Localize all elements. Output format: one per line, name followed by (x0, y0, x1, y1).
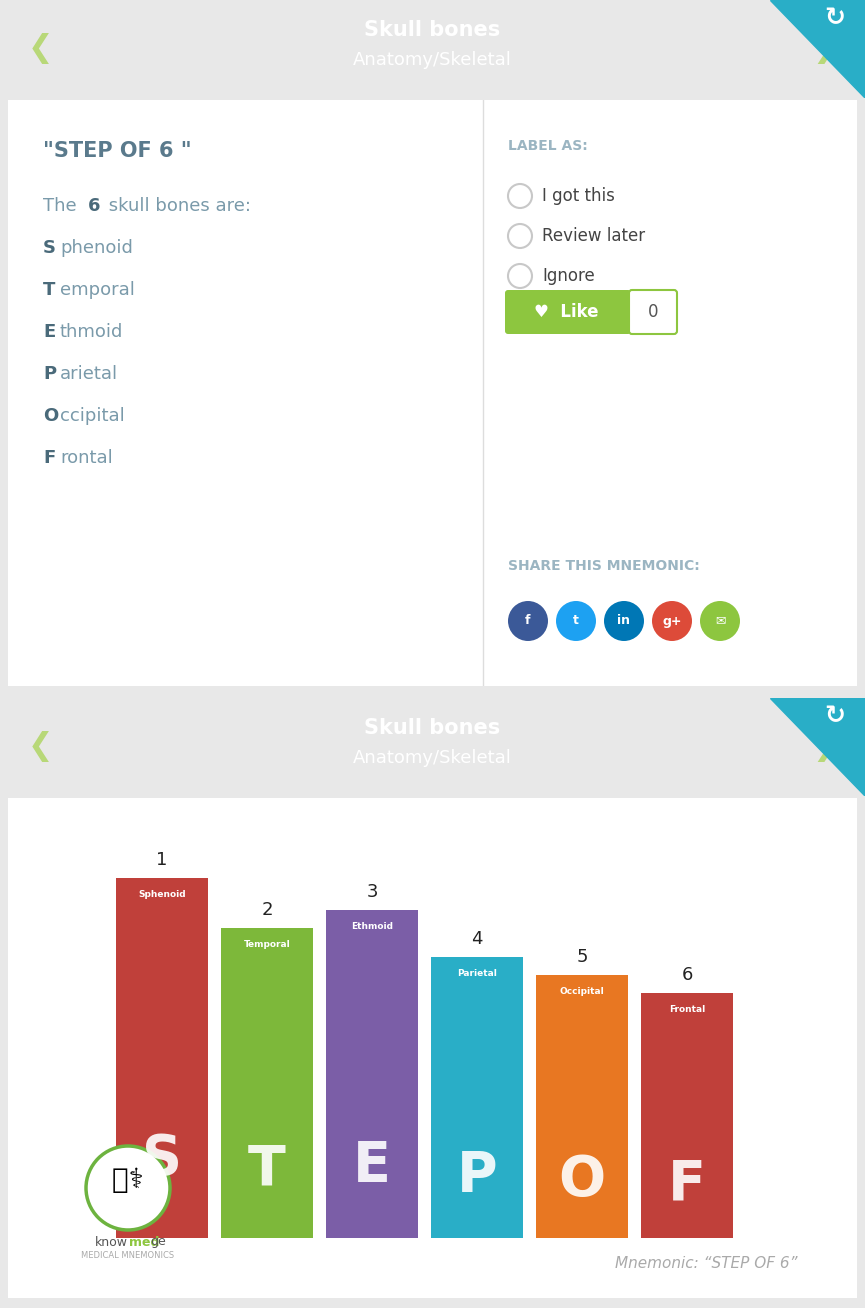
Text: thmoid: thmoid (60, 323, 124, 341)
Text: 5: 5 (576, 948, 587, 967)
Text: f: f (525, 615, 531, 628)
Text: Skull bones: Skull bones (364, 20, 500, 41)
Text: ❮: ❮ (28, 34, 53, 64)
Text: S: S (43, 239, 56, 256)
Circle shape (508, 600, 548, 641)
Text: ❯: ❯ (812, 731, 837, 763)
Text: Parietal: Parietal (457, 969, 497, 978)
Text: P: P (43, 365, 56, 383)
Text: MEDICAL MNEMONICS: MEDICAL MNEMONICS (81, 1252, 175, 1261)
Text: ge: ge (150, 1236, 166, 1249)
Text: t: t (573, 615, 579, 628)
Text: O: O (559, 1154, 605, 1207)
Circle shape (86, 1146, 170, 1230)
Text: med: med (129, 1236, 159, 1249)
Text: P: P (457, 1150, 497, 1203)
Polygon shape (770, 698, 865, 797)
Text: Anatomy/Skeletal: Anatomy/Skeletal (353, 51, 511, 69)
Text: Ethmoid: Ethmoid (351, 922, 393, 931)
Text: Skull bones: Skull bones (364, 718, 500, 738)
Text: in: in (618, 615, 631, 628)
Text: T: T (43, 281, 55, 300)
Text: ❯: ❯ (812, 34, 837, 64)
Text: S: S (142, 1131, 182, 1186)
Text: emporal: emporal (60, 281, 135, 300)
Text: ccipital: ccipital (60, 407, 125, 425)
Text: Frontal: Frontal (669, 1006, 705, 1014)
Bar (221, 929, 313, 1237)
Text: 4: 4 (471, 930, 483, 948)
Text: F: F (668, 1158, 706, 1211)
Text: ❮: ❮ (28, 731, 53, 763)
FancyBboxPatch shape (629, 290, 677, 334)
FancyBboxPatch shape (4, 95, 861, 691)
Text: Occipital: Occipital (560, 988, 605, 997)
Text: 0: 0 (648, 303, 658, 320)
Text: phenoid: phenoid (60, 239, 133, 256)
Text: skull bones are:: skull bones are: (103, 198, 251, 215)
Text: The: The (43, 198, 82, 215)
Text: Sphenoid: Sphenoid (138, 889, 186, 899)
Text: g+: g+ (663, 615, 682, 628)
Text: E: E (353, 1139, 391, 1193)
Text: ✉: ✉ (714, 615, 725, 628)
Bar (326, 910, 418, 1237)
Text: 6: 6 (682, 967, 693, 984)
FancyBboxPatch shape (505, 290, 631, 334)
Polygon shape (770, 0, 865, 98)
Circle shape (700, 600, 740, 641)
Text: SHARE THIS MNEMONIC:: SHARE THIS MNEMONIC: (508, 559, 700, 573)
Circle shape (652, 600, 692, 641)
Text: Temporal: Temporal (244, 940, 291, 950)
Bar (641, 993, 733, 1237)
Text: O: O (43, 407, 58, 425)
Text: Ignore: Ignore (542, 267, 595, 285)
Circle shape (604, 600, 644, 641)
Circle shape (556, 600, 596, 641)
Text: I got this: I got this (542, 187, 615, 205)
Text: ↻: ↻ (824, 704, 845, 729)
Bar (116, 878, 208, 1237)
FancyBboxPatch shape (4, 794, 861, 1301)
Text: F: F (43, 449, 55, 467)
Text: 1: 1 (157, 852, 168, 869)
Text: "STEP OF 6 ": "STEP OF 6 " (43, 141, 192, 161)
Text: Anatomy/Skeletal: Anatomy/Skeletal (353, 749, 511, 766)
Text: E: E (43, 323, 55, 341)
Text: Mnemonic: “STEP OF 6”: Mnemonic: “STEP OF 6” (616, 1256, 798, 1270)
Bar (431, 957, 523, 1237)
Text: ↻: ↻ (824, 7, 845, 30)
Bar (536, 976, 628, 1237)
Text: know: know (95, 1236, 128, 1249)
Text: 2: 2 (261, 901, 272, 920)
Text: T: T (248, 1143, 285, 1197)
Text: arietal: arietal (60, 365, 119, 383)
Text: LABEL AS:: LABEL AS: (508, 139, 587, 153)
Text: rontal: rontal (60, 449, 112, 467)
Text: 6: 6 (88, 198, 100, 215)
Text: ♥  Like: ♥ Like (534, 303, 599, 320)
Text: 🧑‍⚕: 🧑‍⚕ (112, 1165, 144, 1194)
Text: Review later: Review later (542, 228, 645, 245)
Text: 3: 3 (366, 883, 378, 901)
